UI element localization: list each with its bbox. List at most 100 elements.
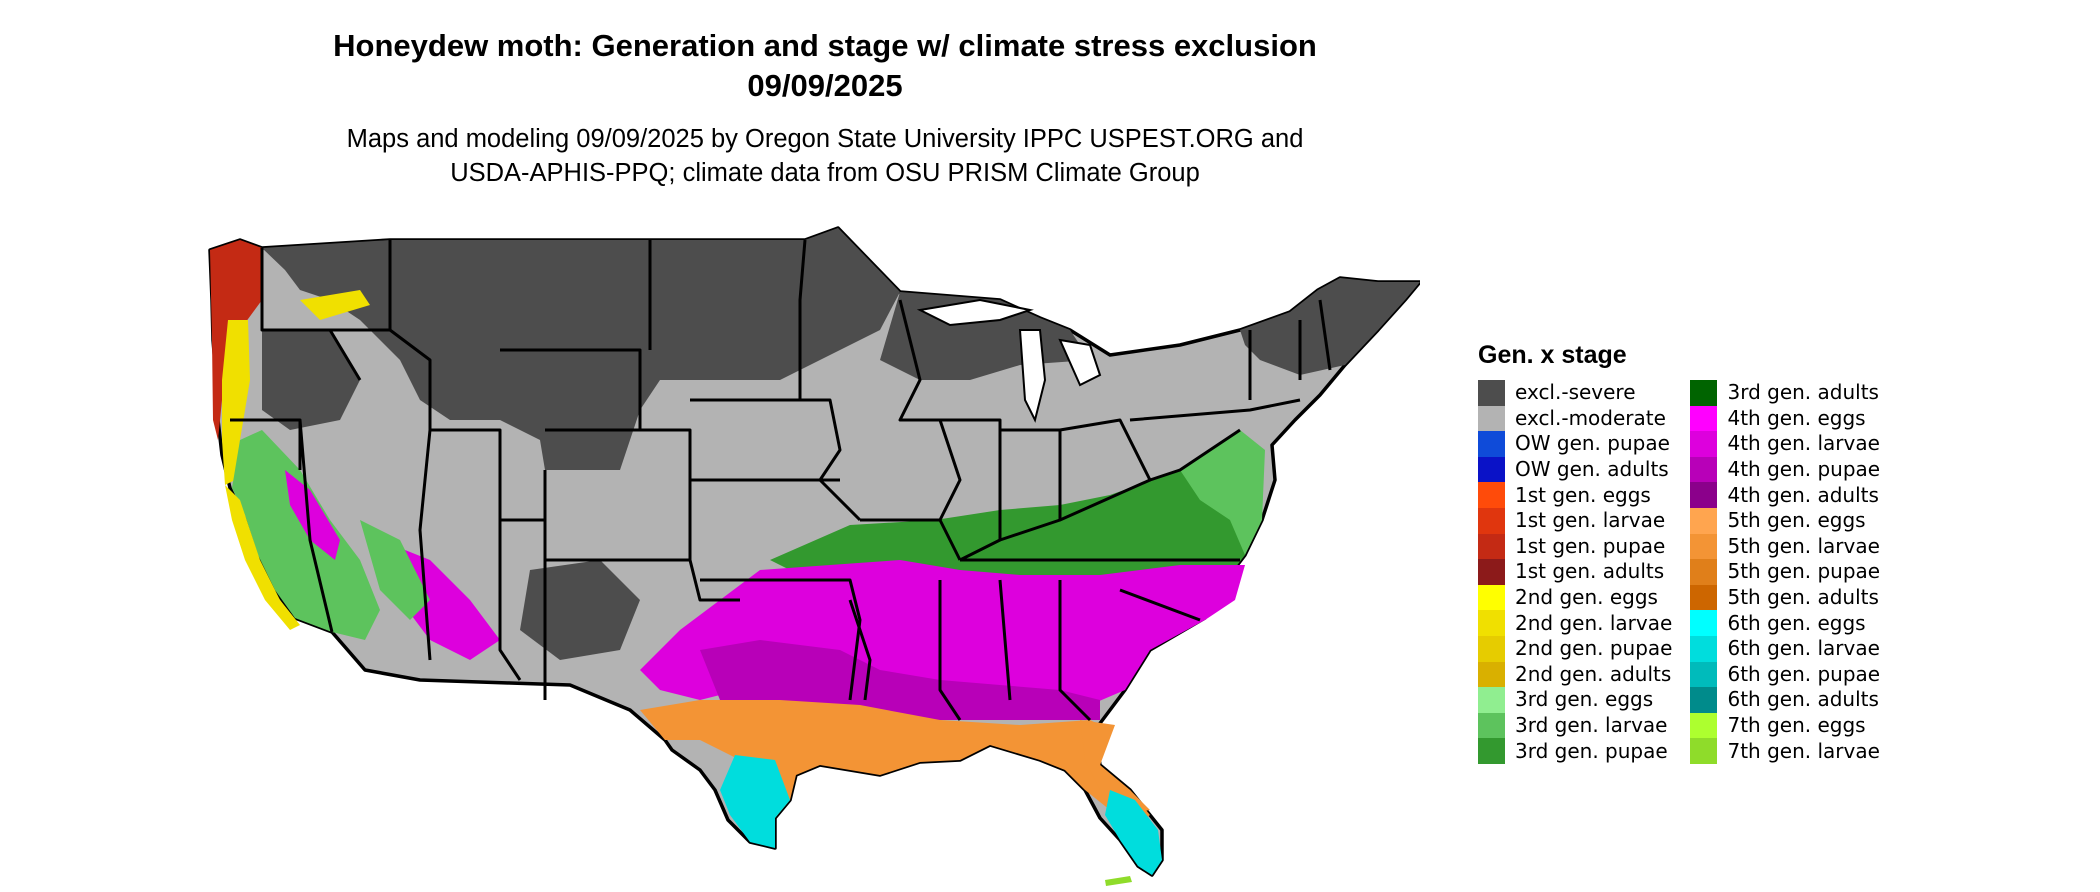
legend-label: 6th gen. eggs — [1727, 610, 1866, 635]
legend-item: 1st gen. larvae — [1478, 507, 1672, 534]
legend-swatch — [1478, 482, 1505, 508]
mid-atlantic-3rd-gen — [1180, 430, 1265, 555]
legend-swatch — [1690, 380, 1718, 406]
legend-swatch — [1478, 380, 1505, 406]
legend-item: 2nd gen. adults — [1478, 661, 1672, 688]
legend: Gen. x stage excl.-severe excl.-moderate O… — [1478, 340, 1998, 764]
legend-item: 1st gen. pupae — [1478, 533, 1672, 560]
lake-michigan — [1018, 329, 1047, 423]
legend-item: 4th gen. pupae — [1690, 456, 1881, 483]
legend-swatch — [1478, 661, 1505, 688]
legend-label: 2nd gen. eggs — [1515, 585, 1658, 610]
legend-label: excl.-moderate — [1515, 405, 1666, 430]
legend-label: OW gen. adults — [1515, 457, 1669, 482]
severe-exclusion-northeast — [1240, 278, 1420, 375]
arizona-3rd-gen — [360, 520, 430, 620]
legend-item: OW gen. adults — [1478, 456, 1672, 483]
legend-item: 2nd gen. eggs — [1478, 584, 1672, 611]
legend-label: 3rd gen. larvae — [1515, 713, 1668, 738]
legend-swatch — [1690, 635, 1718, 662]
legend-label: excl.-severe — [1515, 380, 1636, 405]
legend-label: 5th gen. larvae — [1727, 533, 1880, 558]
legend-label: 2nd gen. adults — [1515, 661, 1672, 686]
legend-title: Gen. x stage — [1478, 341, 1627, 369]
california-coast-2nd-gen — [225, 485, 300, 630]
legend-label: 7th gen. eggs — [1727, 713, 1866, 738]
california-3rd-gen — [232, 430, 380, 640]
great-lakes — [916, 298, 1102, 423]
legend-swatch — [1478, 610, 1505, 636]
south-florida-6th-gen — [1105, 790, 1162, 875]
map-subtitle: Maps and modeling 09/09/2025 by Oregon S… — [0, 122, 1650, 190]
legend-label: 4th gen. adults — [1727, 482, 1879, 507]
legend-swatch — [1690, 687, 1718, 713]
legend-swatch — [1690, 456, 1718, 483]
legend-swatch — [1478, 635, 1505, 662]
legend-label: OW gen. pupae — [1515, 431, 1670, 456]
legend-label: 6th gen. pupae — [1727, 661, 1881, 686]
legend-label: 2nd gen. pupae — [1515, 636, 1673, 661]
legend-item: 6th gen. pupae — [1690, 661, 1881, 688]
legend-label: 4th gen. larvae — [1727, 431, 1880, 456]
legend-label: 2nd gen. larvae — [1515, 610, 1673, 635]
southern-4th-gen-adults — [700, 640, 1100, 720]
legend-label: 7th gen. larvae — [1727, 738, 1880, 763]
legend-column: excl.-severe excl.-moderate OW gen. pupae O… — [1478, 380, 1672, 764]
legend-item: 1st gen. adults — [1478, 559, 1672, 585]
legend-swatch — [1690, 431, 1718, 457]
legend-swatch — [1478, 687, 1505, 713]
legend-item: 4th gen. larvae — [1690, 431, 1880, 457]
legend-item: 5th gen. pupae — [1690, 559, 1880, 585]
severe-exclusion-west — [262, 330, 360, 430]
legend-swatch — [1690, 405, 1718, 432]
map-title-line1: Honeydew moth: Generation and stage w/ c… — [333, 28, 1317, 63]
legend-swatch — [1690, 559, 1718, 585]
legend-label: 1st gen. adults — [1515, 559, 1665, 584]
legend-item: excl.-moderate — [1478, 405, 1672, 432]
legend-item: 2nd gen. pupae — [1478, 635, 1673, 662]
legend-item: 3rd gen. eggs — [1478, 687, 1672, 713]
legend-label: 6th gen. adults — [1727, 687, 1879, 712]
legend-label: 5th gen. adults — [1727, 585, 1879, 610]
legend-swatch — [1478, 456, 1505, 483]
legend-swatch — [1478, 507, 1505, 534]
map-title: Honeydew moth: Generation and stage w/ c… — [0, 26, 1650, 106]
south-texas-6th-gen — [720, 755, 790, 848]
legend-item: 6th gen. adults — [1690, 687, 1880, 713]
legend-label: 4th gen. eggs — [1727, 405, 1866, 430]
legend-item: 7th gen. eggs — [1690, 712, 1880, 739]
legend-swatch — [1478, 738, 1505, 764]
legend-swatch — [1478, 559, 1505, 585]
legend-item: 3rd gen. larvae — [1478, 712, 1672, 739]
lake-huron — [1058, 338, 1102, 387]
legend-item: 3rd gen. pupae — [1478, 738, 1672, 764]
legend-swatch — [1478, 712, 1505, 739]
legend-item: 6th gen. larvae — [1690, 635, 1880, 662]
legend-label: 5th gen. pupae — [1727, 559, 1881, 584]
map-subtitle-line2: USDA-APHIS-PPQ; climate data from OSU PR… — [450, 159, 1200, 187]
map-subtitle-line1: Maps and modeling 09/09/2025 by Oregon S… — [346, 125, 1304, 153]
legend-swatch — [1690, 482, 1718, 508]
legend-label: 3rd gen. eggs — [1515, 687, 1654, 712]
pacific-coast-2nd-gen — [222, 320, 250, 485]
lake-superior — [916, 298, 1034, 327]
legend-item: excl.-severe — [1478, 380, 1672, 406]
legend-item: 6th gen. eggs — [1690, 610, 1880, 636]
legend-label: 5th gen. eggs — [1727, 508, 1866, 533]
legend-item: 3rd gen. adults — [1690, 380, 1880, 406]
state-boundaries — [230, 239, 1332, 722]
legend-swatch — [1690, 738, 1718, 764]
legend-swatch — [1478, 405, 1505, 432]
florida-5th-gen — [1080, 720, 1150, 815]
legend-item: 4th gen. eggs — [1690, 405, 1880, 432]
legend-swatch — [1690, 507, 1718, 534]
legend-swatch — [1690, 661, 1718, 688]
legend-label: 4th gen. pupae — [1727, 457, 1881, 482]
legend-label: 1st gen. eggs — [1515, 482, 1651, 507]
us-generation-stage-map — [208, 226, 1420, 886]
legend-columns: excl.-severe excl.-moderate OW gen. pupae O… — [1478, 380, 1998, 764]
map-title-date: 09/09/2025 — [747, 68, 903, 103]
legend-item: 4th gen. adults — [1690, 482, 1880, 508]
legend-swatch — [1690, 712, 1718, 739]
legend-label: 1st gen. pupae — [1515, 533, 1666, 558]
